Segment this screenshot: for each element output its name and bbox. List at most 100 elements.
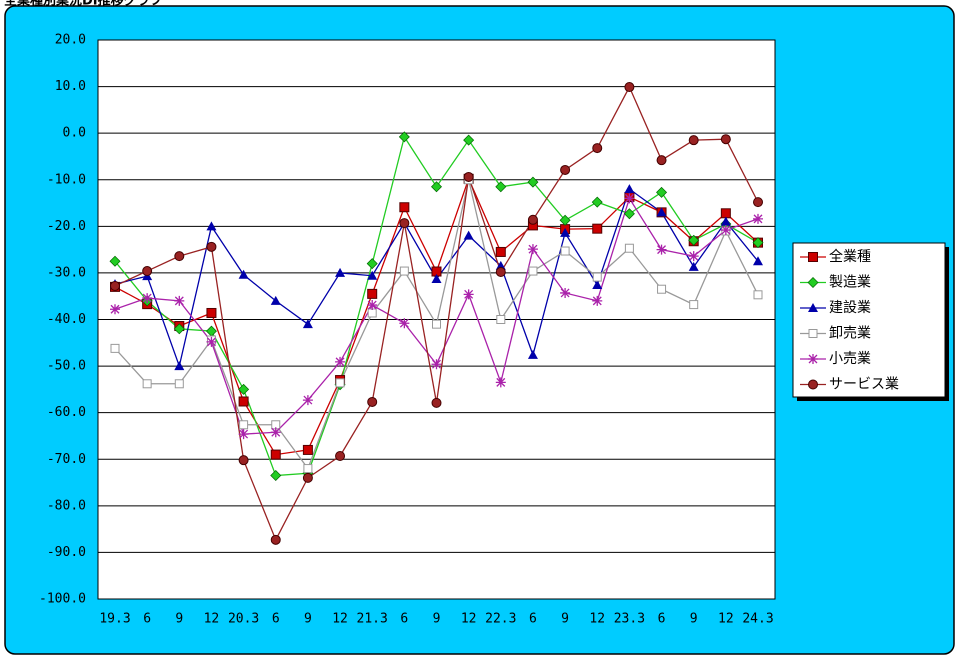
data-point <box>463 171 474 182</box>
y-tick-label: -30.0 <box>47 265 86 280</box>
x-tick-label: 9 <box>175 612 183 627</box>
data-point <box>173 323 185 335</box>
legend-label: 全業種 <box>829 248 871 265</box>
data-point <box>367 300 378 311</box>
y-tick-label: -90.0 <box>47 545 86 560</box>
data-point <box>495 181 507 193</box>
data-point <box>174 295 185 306</box>
data-point <box>142 379 152 389</box>
x-tick-label: 6 <box>272 612 280 627</box>
data-point <box>366 258 378 270</box>
x-tick-label: 6 <box>658 612 666 627</box>
data-point <box>592 272 602 282</box>
data-point <box>656 186 668 198</box>
data-point <box>399 218 410 229</box>
data-point <box>270 295 281 305</box>
y-tick-label: -70.0 <box>47 452 86 467</box>
data-point <box>174 379 184 389</box>
data-point <box>527 349 538 359</box>
data-point <box>560 287 571 298</box>
data-point <box>302 319 313 329</box>
legend-label: 小売業 <box>829 351 871 367</box>
data-point <box>559 214 571 226</box>
y-tick-label: 0.0 <box>63 126 86 141</box>
data-point <box>174 361 185 371</box>
legend-label: 卸売業 <box>829 326 871 342</box>
legend-marker <box>808 379 818 390</box>
data-point <box>495 377 506 388</box>
data-point <box>335 267 346 277</box>
data-point <box>496 315 506 324</box>
y-tick-label: 10.0 <box>55 79 86 94</box>
data-point <box>302 395 313 406</box>
data-point <box>109 255 121 267</box>
legend-label: 建設業 <box>829 300 871 316</box>
x-tick-label: 9 <box>690 612 698 627</box>
data-point <box>110 280 120 291</box>
data-point <box>367 270 378 280</box>
legend-marker <box>807 277 819 288</box>
x-tick-label: 12 <box>718 612 734 627</box>
data-point <box>432 319 441 329</box>
data-point <box>560 246 570 256</box>
data-point <box>527 214 538 225</box>
x-tick-label: 6 <box>400 612 408 627</box>
data-point <box>367 308 377 318</box>
data-point <box>399 266 409 276</box>
data-point <box>688 135 699 146</box>
data-point <box>238 269 249 279</box>
data-point <box>527 176 539 188</box>
x-tick-label: 12 <box>589 612 605 627</box>
legend-box <box>792 242 946 398</box>
x-tick-label: 9 <box>304 612 312 627</box>
chart-title: 全業種別業況DI推移グラフ <box>3 0 163 9</box>
legend-marker <box>808 354 818 364</box>
data-point <box>688 261 699 271</box>
data-point <box>624 184 635 194</box>
y-tick-label: -40.0 <box>47 312 86 327</box>
data-point <box>495 246 506 257</box>
data-point <box>303 464 313 474</box>
x-tick-label: 23.3 <box>614 612 645 627</box>
data-point <box>431 397 442 408</box>
data-point <box>110 343 120 353</box>
data-point <box>560 164 571 175</box>
data-point <box>174 251 185 262</box>
data-point <box>528 266 538 276</box>
x-tick-label: 9 <box>433 612 441 627</box>
data-point <box>399 318 410 329</box>
data-point <box>206 221 217 231</box>
data-point <box>238 383 250 395</box>
data-point <box>592 295 603 306</box>
data-point <box>720 208 731 219</box>
data-point <box>463 134 475 146</box>
y-tick-label: -80.0 <box>47 498 86 513</box>
data-point <box>270 427 281 438</box>
y-tick-label: -10.0 <box>47 172 86 187</box>
x-tick-label: 9 <box>561 612 569 627</box>
data-point <box>527 244 538 255</box>
legend-marker <box>808 329 818 338</box>
x-tick-label: 12 <box>461 612 477 627</box>
x-tick-label: 21.3 <box>357 612 388 627</box>
data-point <box>495 266 506 277</box>
data-point <box>431 273 442 283</box>
data-point <box>753 197 763 208</box>
data-point <box>592 223 603 234</box>
data-point <box>302 472 313 483</box>
data-point <box>560 227 571 237</box>
data-point <box>463 230 474 240</box>
data-point <box>399 202 410 213</box>
data-point <box>206 336 217 347</box>
legend-label: 製造業 <box>829 275 871 291</box>
data-point <box>238 455 249 466</box>
legend-marker <box>808 252 818 262</box>
data-point <box>624 82 635 93</box>
data-point <box>270 470 282 482</box>
data-point <box>753 290 763 300</box>
data-point <box>753 256 763 266</box>
data-point <box>463 289 474 300</box>
data-point <box>752 237 764 249</box>
data-point <box>206 241 217 252</box>
